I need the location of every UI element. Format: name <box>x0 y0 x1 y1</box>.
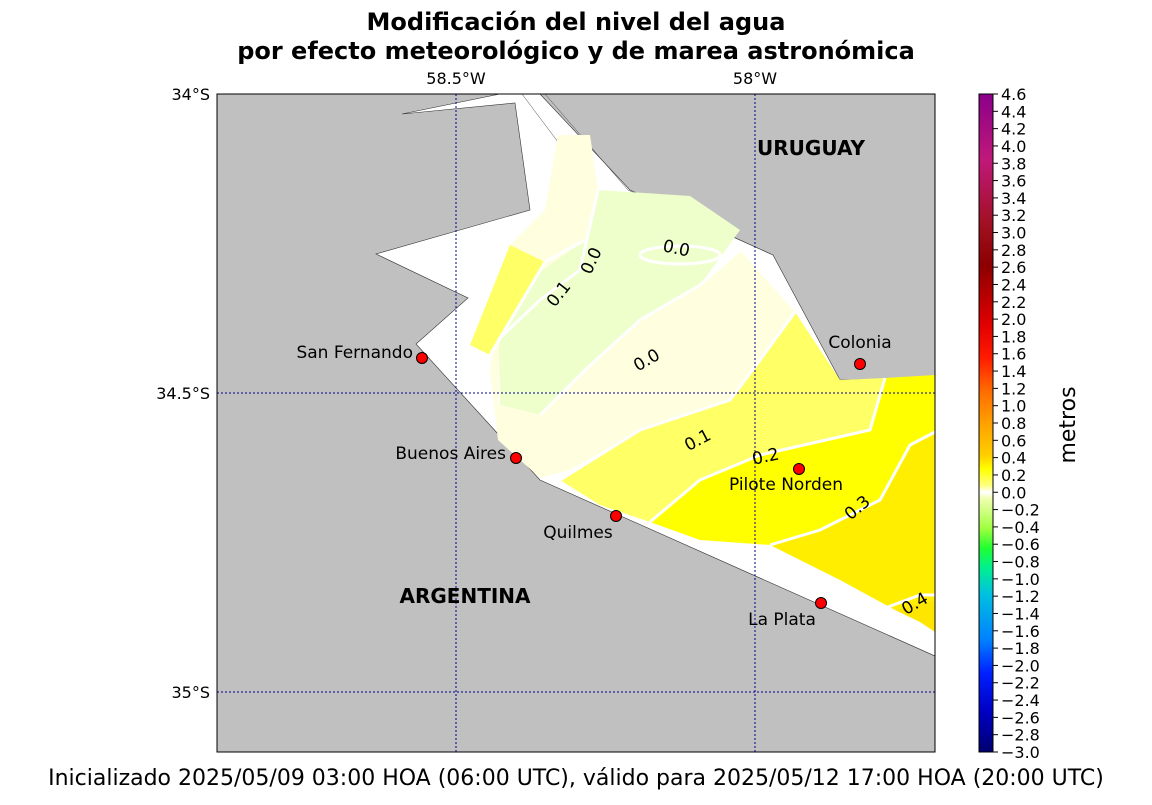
colorbar-tick-label: 0.6 <box>1001 431 1026 450</box>
city-label-quilmes: Quilmes <box>543 523 613 543</box>
colorbar-tick-label: −2.4 <box>1001 691 1040 710</box>
lat-label: 34.5°S <box>156 384 210 403</box>
colorbar-tick-label: 4.0 <box>1001 137 1026 156</box>
contour-fill-0.4 <box>895 600 935 632</box>
contour-fill-0.0 <box>490 135 795 478</box>
colorbar-tick-label: −0.2 <box>1001 501 1040 520</box>
colorbar-tick-label: 0.8 <box>1001 414 1026 433</box>
colorbar-tick-label: −0.8 <box>1001 553 1040 572</box>
city-marker-san-fernando[interactable] <box>416 352 428 364</box>
colorbar-tick-label: −2.8 <box>1001 726 1040 745</box>
colorbar-tick-label: 4.2 <box>1001 120 1026 139</box>
colorbar-tick-label: −2.6 <box>1001 708 1040 727</box>
contour-lines <box>488 189 935 612</box>
city-label-pilote-norden: Pilote Norden <box>729 475 843 495</box>
colorbar-tick-label: 2.8 <box>1001 241 1026 260</box>
uruguay-label: URUGUAY <box>757 136 865 160</box>
colorbar-tick-label: −1.2 <box>1001 587 1040 606</box>
colorbar-tick-label: 2.2 <box>1001 293 1026 312</box>
colorbar-tick-label: −0.6 <box>1001 535 1040 554</box>
city-label-la-plata: La Plata <box>748 610 816 630</box>
colorbar-tick-label: 3.6 <box>1001 172 1026 191</box>
contour-fill-0.1-west <box>470 245 545 355</box>
city-label-buenos-aires: Buenos Aires <box>395 444 506 464</box>
colorbar-tick-label: 3.2 <box>1001 206 1026 225</box>
validity-caption: Inicializado 2025/05/09 03:00 HOA (06:00… <box>48 766 1104 791</box>
colorbar-tick-label: 0.2 <box>1001 466 1026 485</box>
lon-axis-labels: 58.5°W 58°W <box>426 69 777 88</box>
lat-label: 34°S <box>171 85 210 104</box>
colorbar-tick-label: 0.4 <box>1001 449 1026 468</box>
colorbar-tick-label: 1.8 <box>1001 327 1026 346</box>
argentina-label: ARGENTINA <box>400 584 532 608</box>
map-area <box>217 94 935 752</box>
lat-axis-labels: 34°S 34.5°S 35°S <box>156 85 210 702</box>
lat-label: 35°S <box>171 683 210 702</box>
colorbar-tick-label: −3.0 <box>1001 743 1040 762</box>
city-markers <box>416 352 866 609</box>
city-marker-quilmes[interactable] <box>610 510 622 522</box>
lon-label: 58°W <box>733 69 777 88</box>
chart-title-line2: por efecto meteorológico y de marea astr… <box>237 37 915 65</box>
colorbar-tick-label: 0.0 <box>1001 483 1026 502</box>
city-labels: San Fernando Colonia Buenos Aires Pilote… <box>296 333 891 630</box>
colorbar-tick-label: −1.4 <box>1001 604 1040 623</box>
colorbar-tick-label: −0.4 <box>1001 518 1040 537</box>
colorbar-tick-label: 2.0 <box>1001 310 1026 329</box>
colorbar-tick-label: 1.2 <box>1001 379 1026 398</box>
city-marker-la-plata[interactable] <box>815 597 827 609</box>
contour-fill-0.1 <box>560 312 885 522</box>
city-label-san-fernando: San Fernando <box>296 343 413 363</box>
city-label-colonia: Colonia <box>828 333 891 353</box>
contour-fill-0.2 <box>650 375 935 545</box>
lon-label: 58.5°W <box>426 69 486 88</box>
colorbar-tick-label: 3.0 <box>1001 224 1026 243</box>
colorbar-tick-label: 1.4 <box>1001 362 1026 381</box>
colorbar-tick-label: 2.6 <box>1001 258 1026 277</box>
colorbar-tick-label: −2.2 <box>1001 674 1040 693</box>
grid-lines <box>217 94 935 752</box>
colorbar-tick-label: 1.6 <box>1001 345 1026 364</box>
colorbar-ticks: 4.64.44.24.03.83.63.43.23.02.82.62.42.22… <box>993 85 1040 762</box>
colorbar-tick-label: 4.6 <box>1001 85 1026 104</box>
map-frame <box>216 93 936 753</box>
colorbar-tick-label: 2.4 <box>1001 275 1026 294</box>
colorbar-label: metros <box>1056 386 1081 463</box>
colorbar-tick-label: 3.8 <box>1001 154 1026 173</box>
city-marker-buenos-aires[interactable] <box>510 452 522 464</box>
colorbar-tick-label: 1.0 <box>1001 397 1026 416</box>
colorbar-tick-label: −1.6 <box>1001 622 1040 641</box>
chart-title-line1: Modificación del nivel del agua <box>366 8 786 36</box>
city-marker-colonia[interactable] <box>854 358 866 370</box>
colorbar-tick-label: −2.0 <box>1001 656 1040 675</box>
city-marker-pilote-norden[interactable] <box>793 463 805 475</box>
colorbar-tick-label: 3.4 <box>1001 189 1026 208</box>
colorbar-tick-label: 4.4 <box>1001 102 1026 121</box>
colorbar-tick-label: −1.8 <box>1001 639 1040 658</box>
colorbar-tick-label: −1.0 <box>1001 570 1040 589</box>
colorbar <box>978 93 994 753</box>
